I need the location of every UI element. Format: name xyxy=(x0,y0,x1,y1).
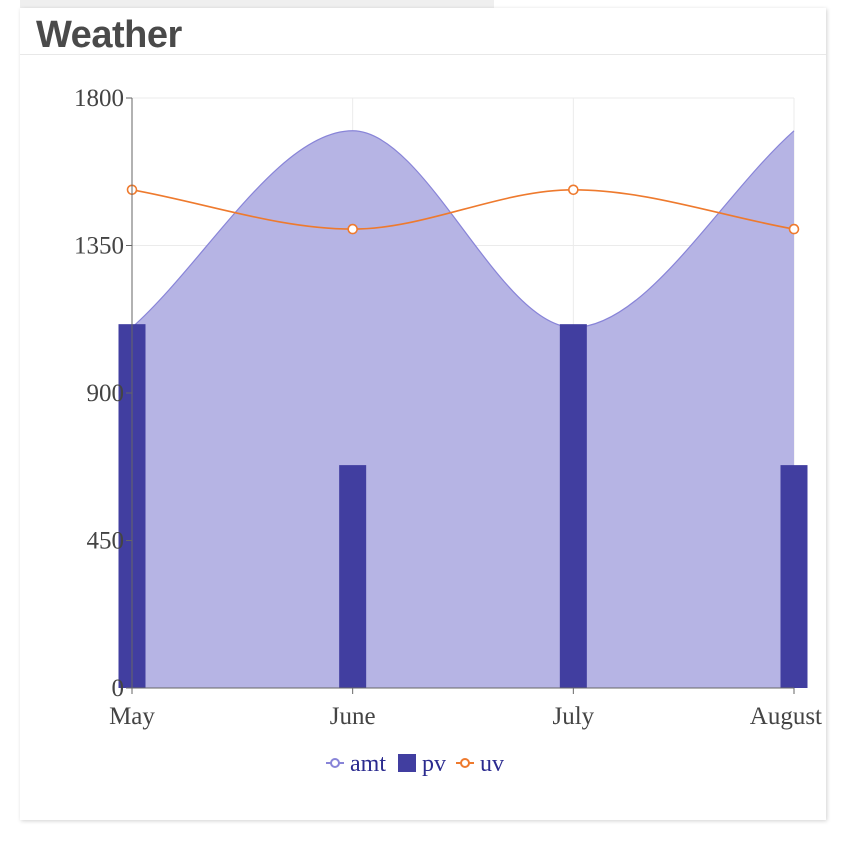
legend-label-amt: amt xyxy=(350,751,386,777)
y-tick-label: 450 xyxy=(87,528,125,555)
legend-icon-amt xyxy=(326,758,344,768)
series-uv-point-august[interactable] xyxy=(788,223,800,235)
x-tick: May xyxy=(109,688,155,730)
series-pv-bar-june[interactable] xyxy=(339,465,367,688)
x-tick-label-july: July xyxy=(552,703,594,730)
series-pv-bar-july[interactable] xyxy=(559,324,587,688)
chart-card-title: Weather xyxy=(36,14,182,56)
legend-item-pv[interactable]: pv xyxy=(398,751,446,777)
series-uv-point-july[interactable] xyxy=(568,184,579,196)
y-tick-label: 1350 xyxy=(74,233,124,260)
series-uv-line xyxy=(131,188,795,230)
series-pv-bar-august[interactable] xyxy=(780,465,808,688)
legend-icon-uv xyxy=(456,758,474,768)
y-tick: 1350 xyxy=(74,233,132,260)
y-tick-label: 0 xyxy=(112,675,125,702)
series-amt-line xyxy=(131,130,795,329)
series-amt-area-group xyxy=(131,130,795,688)
y-tick-label: 900 xyxy=(87,380,125,407)
x-tick-label-june: June xyxy=(330,703,376,730)
series-pv-bars-group xyxy=(118,324,808,688)
y-tick: 900 xyxy=(87,380,132,407)
legend-icon-pv xyxy=(398,754,416,772)
x-tick-label-may: May xyxy=(109,703,155,730)
y-tick: 450 xyxy=(87,528,132,555)
x-tick: July xyxy=(552,688,595,730)
y-tick-label: 1800 xyxy=(74,85,124,112)
legend-item-amt[interactable]: amt xyxy=(326,751,386,777)
x-tick: June xyxy=(330,688,376,730)
series-uv-point-june[interactable] xyxy=(347,223,358,235)
y-tick: 0 xyxy=(112,675,132,702)
series-amt-area xyxy=(132,130,794,688)
legend-item-uv[interactable]: uv xyxy=(456,751,504,777)
x-tick-label-august: August xyxy=(750,703,822,730)
title-divider xyxy=(20,54,826,55)
legend-label-pv: pv xyxy=(422,751,446,777)
y-tick: 1800 xyxy=(74,85,132,112)
legend-label-uv: uv xyxy=(480,751,504,777)
legend: amt pv uv xyxy=(326,751,504,777)
axes: 0 450 900 1350 1800 May June July August xyxy=(74,85,822,730)
x-tick: August xyxy=(750,688,822,730)
